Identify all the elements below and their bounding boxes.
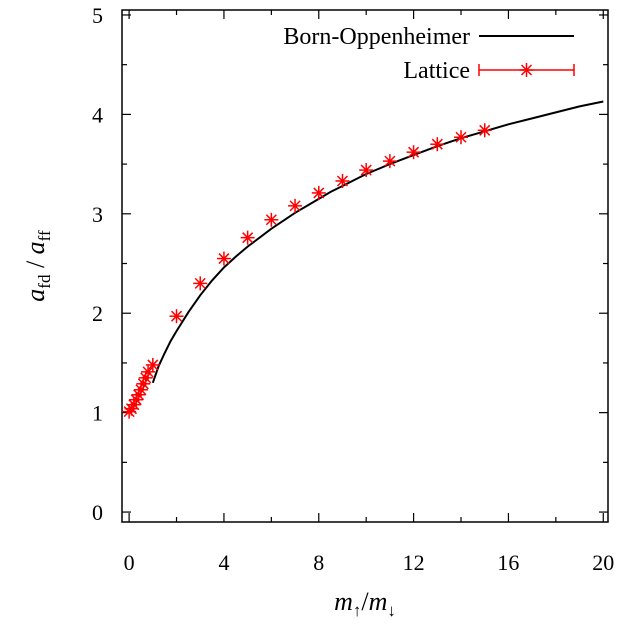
y-tick-label: 2 <box>92 301 103 326</box>
data-point-lattice <box>406 145 421 160</box>
x-tick-label: 4 <box>218 550 229 575</box>
data-point-lattice <box>382 154 397 169</box>
data-point-lattice <box>311 185 326 200</box>
data-point-lattice <box>136 376 151 391</box>
legend-swatch-lattice <box>478 63 575 77</box>
y-tick-labels: 0 1 2 3 4 5 <box>92 3 103 525</box>
data-point-lattice <box>216 251 231 266</box>
data-point-lattice <box>430 137 445 152</box>
plot-frame <box>121 9 609 523</box>
x-tick-label: 0 <box>124 550 135 575</box>
y-tick-label: 4 <box>92 102 103 127</box>
axis-ticks <box>122 10 608 522</box>
data-point-lattice <box>454 130 469 145</box>
data-point-lattice <box>335 173 350 188</box>
legend: Born-Oppenheimer Lattice <box>283 24 575 84</box>
data-point-lattice <box>169 309 184 324</box>
legend-label-lattice: Lattice <box>403 58 470 84</box>
x-tick-labels: 0 4 8 12 16 20 <box>124 550 615 575</box>
data-point-lattice <box>288 198 303 213</box>
data-point-lattice <box>133 382 148 397</box>
x-tick-label: 8 <box>313 550 324 575</box>
y-tick-label: 1 <box>92 401 103 426</box>
data-point-lattice <box>126 397 141 412</box>
y-tick-label: 0 <box>92 500 103 525</box>
y-axis-label: afd / aff <box>21 230 54 302</box>
data-point-lattice <box>240 230 255 245</box>
data-point-lattice <box>359 163 374 178</box>
series-layer <box>122 100 604 419</box>
x-tick-label: 16 <box>497 550 519 575</box>
y-tick-label: 5 <box>92 3 103 28</box>
y-tick-label: 3 <box>92 202 103 227</box>
legend-label-born-oppenheimer: Born-Oppenheimer <box>283 24 470 50</box>
x-tick-label: 12 <box>403 550 425 575</box>
x-axis-label: m↑/m↓ <box>334 587 396 620</box>
series-line-born-oppenheimer <box>151 100 604 384</box>
data-point-lattice <box>138 370 153 385</box>
x-tick-label: 20 <box>592 550 614 575</box>
data-point-lattice <box>477 123 492 138</box>
data-point-lattice <box>145 357 160 372</box>
data-point-lattice <box>264 212 279 227</box>
data-point-lattice <box>193 276 208 291</box>
